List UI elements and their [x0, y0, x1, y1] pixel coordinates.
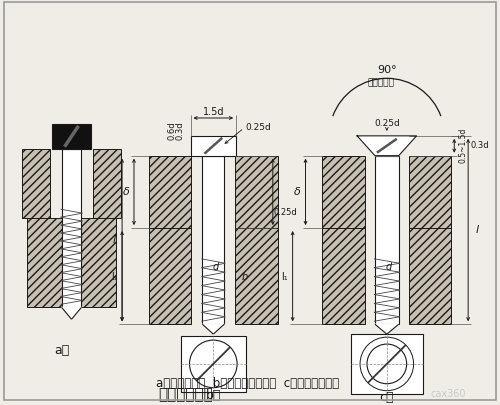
Bar	[322, 228, 365, 324]
Text: 0.6d: 0.6d	[168, 122, 176, 140]
Text: l: l	[476, 225, 479, 235]
Bar	[94, 149, 121, 218]
Text: 0.3d: 0.3d	[176, 122, 184, 140]
Text: d: d	[212, 262, 218, 272]
Text: a）: a）	[54, 343, 69, 356]
Text: δ: δ	[294, 188, 301, 197]
Text: b: b	[242, 272, 248, 281]
Bar	[149, 228, 192, 324]
Text: 0.5~1.5d: 0.5~1.5d	[458, 128, 467, 164]
Bar	[190, 136, 236, 156]
Polygon shape	[202, 324, 224, 334]
Text: 1.5d: 1.5d	[202, 107, 224, 117]
Text: l₁: l₁	[282, 272, 288, 281]
Text: l₁: l₁	[111, 272, 117, 281]
Text: 0.25d: 0.25d	[274, 208, 297, 217]
Text: 连接螺钉连接: 连接螺钉连接	[158, 387, 213, 402]
Text: 由作图得出: 由作图得出	[367, 79, 394, 88]
Bar	[408, 228, 452, 324]
Text: 0.3d: 0.3d	[470, 141, 489, 150]
Text: c）: c）	[380, 391, 394, 404]
Text: d: d	[386, 262, 392, 272]
Bar	[202, 156, 224, 324]
Text: 0.25d: 0.25d	[374, 119, 400, 128]
Polygon shape	[375, 324, 398, 334]
Bar	[62, 149, 82, 307]
Text: 0.25d: 0.25d	[245, 124, 271, 132]
Bar	[408, 156, 452, 228]
Bar	[27, 218, 116, 307]
Text: 90°: 90°	[377, 65, 396, 75]
Text: cax360: cax360	[430, 389, 466, 399]
Text: a）连接示意图  b）圆柱头螺钉连接  c）沉头螺钉连接: a）连接示意图 b）圆柱头螺钉连接 c）沉头螺钉连接	[156, 377, 340, 390]
Bar	[180, 336, 246, 392]
Text: l: l	[112, 235, 116, 245]
Bar	[235, 156, 278, 228]
Bar	[52, 124, 92, 149]
Polygon shape	[62, 307, 82, 319]
Bar	[322, 156, 365, 228]
Polygon shape	[357, 136, 416, 156]
Text: b）: b）	[206, 389, 221, 402]
Bar	[149, 156, 192, 228]
Bar	[235, 228, 278, 324]
Text: δ: δ	[122, 188, 130, 197]
Bar	[375, 156, 398, 324]
Bar	[351, 334, 422, 394]
Bar	[22, 149, 50, 218]
